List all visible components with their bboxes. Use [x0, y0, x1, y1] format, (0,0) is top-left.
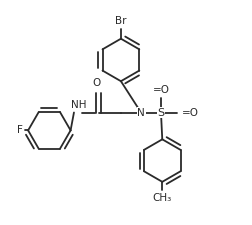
Text: Br: Br — [115, 16, 126, 26]
Text: =O: =O — [182, 108, 199, 117]
Text: S: S — [157, 108, 164, 117]
Text: NH: NH — [70, 100, 86, 110]
Text: F: F — [17, 125, 23, 135]
Text: CH₃: CH₃ — [152, 193, 171, 203]
Text: N: N — [137, 108, 144, 117]
Text: O: O — [92, 78, 100, 88]
Text: =O: =O — [152, 85, 169, 94]
